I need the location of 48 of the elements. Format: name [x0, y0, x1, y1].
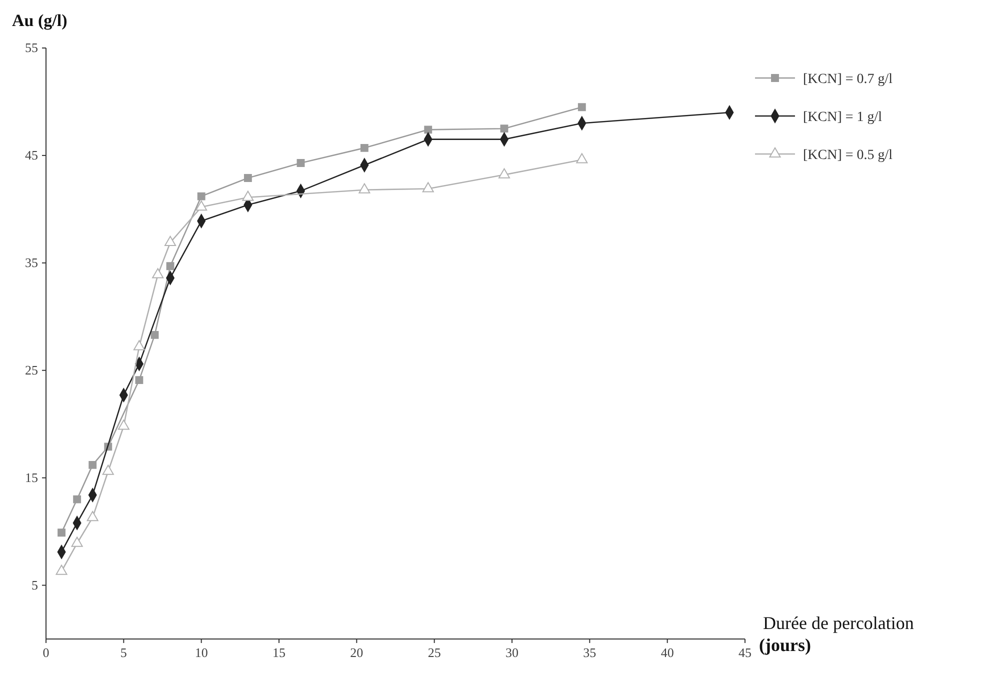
y-tick-label: 35 [25, 254, 38, 270]
x-tick-label: 10 [194, 645, 208, 660]
point [422, 182, 434, 192]
y-tick-label: 55 [25, 40, 38, 55]
x-tick-label: 40 [660, 645, 674, 660]
point [133, 340, 145, 350]
point [118, 420, 130, 430]
point [135, 376, 144, 384]
x-tick-label: 20 [350, 645, 364, 660]
point [71, 536, 83, 547]
x-tick-label: 5 [120, 645, 127, 660]
y-axis-title: Au (g/l) [12, 11, 68, 30]
point [166, 262, 174, 270]
point [150, 330, 159, 339]
point [578, 103, 586, 112]
y-tick-label: 45 [25, 147, 38, 162]
x-tick-label: 15 [272, 645, 286, 660]
x-tick-label: 45 [738, 645, 752, 660]
point [58, 528, 66, 537]
point [164, 236, 176, 246]
point [500, 124, 508, 133]
point [498, 168, 510, 178]
point [86, 510, 98, 522]
point [152, 268, 164, 278]
x-tick-label: 25 [428, 645, 441, 660]
point [102, 464, 114, 475]
y-tick-label: 5 [32, 577, 38, 592]
point [56, 564, 68, 575]
y-tick-label: 25 [25, 362, 38, 378]
point [424, 126, 432, 134]
point [296, 159, 305, 167]
x-tick-label: 30 [506, 645, 518, 660]
point [358, 183, 370, 194]
point [196, 200, 208, 211]
point [242, 190, 254, 201]
legend-label: [KCN] = 0.7 g/l [803, 72, 893, 87]
x-tick-label: 0 [42, 645, 50, 660]
point [73, 495, 82, 504]
legend-label: [KCN] = 1 g/l [803, 110, 882, 125]
legend-label: [KCN] = 0.5 g/l [803, 148, 893, 163]
x-axis-title: Durée de percolation (jours) [759, 613, 914, 655]
x-tick-label: 35 [583, 645, 596, 660]
point [360, 144, 368, 152]
point [88, 460, 97, 469]
point [197, 192, 206, 200]
point [576, 153, 588, 164]
y-tick-label: 15 [25, 470, 38, 485]
point [244, 174, 252, 182]
